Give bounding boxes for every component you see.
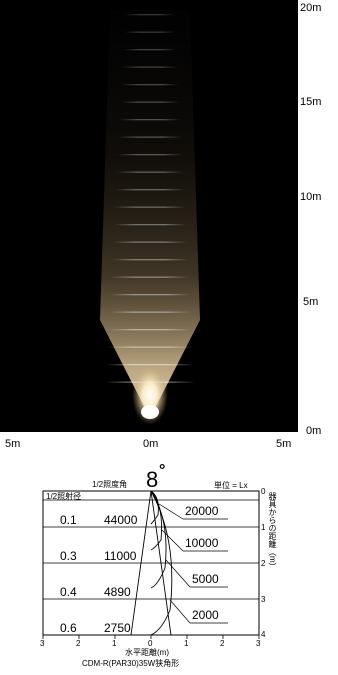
- radius-row-4: 0.6: [60, 621, 77, 635]
- width-label-center: 0m: [143, 438, 159, 450]
- right-tick-1: 1: [261, 523, 266, 532]
- reflection-line: [110, 276, 190, 278]
- unit-label: 単位 = Lx: [214, 481, 248, 490]
- reflection-line: [121, 84, 179, 86]
- width-label-left: 5m: [5, 438, 21, 450]
- width-label-right: 5m: [276, 438, 292, 450]
- illuminance-chart: [42, 490, 260, 639]
- reflection-line: [119, 119, 181, 121]
- right-tick-4: 4: [261, 630, 266, 639]
- height-label-20m: 20m: [300, 2, 322, 14]
- half-diameter-label: 1/2照射径: [46, 492, 82, 501]
- reflection-line: [115, 189, 185, 191]
- height-label-0m: 0m: [306, 425, 322, 437]
- center-lux-row-4: 2750: [104, 621, 131, 635]
- reflection-line: [116, 171, 184, 173]
- x-tick-right-2: 2: [220, 639, 225, 648]
- right-tick-2: 2: [261, 559, 266, 568]
- height-label-5m: 5m: [303, 296, 319, 308]
- reflection-line: [107, 329, 193, 331]
- reflection-line: [105, 364, 195, 366]
- reflection-lines: [105, 14, 195, 383]
- chart-caption: CDM-R(PAR30)35W狭角形: [82, 659, 180, 668]
- x-tick-right-1: 1: [184, 639, 189, 648]
- x-tick-left-2: 2: [76, 639, 81, 648]
- half-angle-label: 1/2照度角: [92, 480, 128, 489]
- beam-photo-panel: [0, 0, 298, 432]
- reflection-line: [113, 224, 187, 226]
- x-tick-left-1: 1: [112, 639, 117, 648]
- right-axis-title: 器具からの距離（m）: [268, 492, 277, 571]
- isolux-label-2000: 2000: [192, 608, 219, 622]
- reflection-line: [111, 259, 189, 261]
- light-beam-image: [100, 10, 200, 425]
- isolux-label-20000: 20000: [185, 504, 219, 518]
- reflection-line: [124, 31, 176, 33]
- height-label-10m: 10m: [300, 191, 322, 203]
- reflection-line: [109, 294, 191, 296]
- isolux-label-5000: 5000: [192, 572, 219, 586]
- beam-angle-value: 8: [146, 467, 159, 492]
- reflection-line: [125, 14, 175, 16]
- reflection-line: [112, 241, 188, 243]
- center-lux-row-3: 4890: [104, 585, 131, 599]
- radius-row-2: 0.3: [60, 549, 77, 563]
- x-axis-title: 水平距離(m): [125, 648, 169, 657]
- reflection-line: [108, 311, 192, 313]
- reflection-line: [122, 66, 178, 68]
- degree-symbol: °: [159, 462, 166, 479]
- reflection-line: [120, 101, 180, 103]
- reflection-line: [123, 49, 177, 51]
- reflection-line: [114, 206, 186, 208]
- reflection-line: [118, 136, 182, 138]
- right-tick-3: 3: [261, 595, 266, 604]
- reflection-line: [106, 346, 194, 348]
- center-lux-row-1: 44000: [104, 513, 138, 527]
- radius-row-1: 0.1: [60, 513, 77, 527]
- center-lux-row-2: 11000: [104, 549, 137, 563]
- reflection-line: [117, 154, 183, 156]
- x-tick-right-3: 3: [256, 639, 261, 648]
- x-tick-left-3: 3: [40, 639, 45, 648]
- height-label-15m: 15m: [300, 96, 322, 108]
- isolux-label-10000: 10000: [185, 536, 219, 550]
- radius-row-3: 0.4: [60, 585, 77, 599]
- right-tick-0: 0: [261, 487, 266, 496]
- x-tick-0: 0: [148, 639, 153, 648]
